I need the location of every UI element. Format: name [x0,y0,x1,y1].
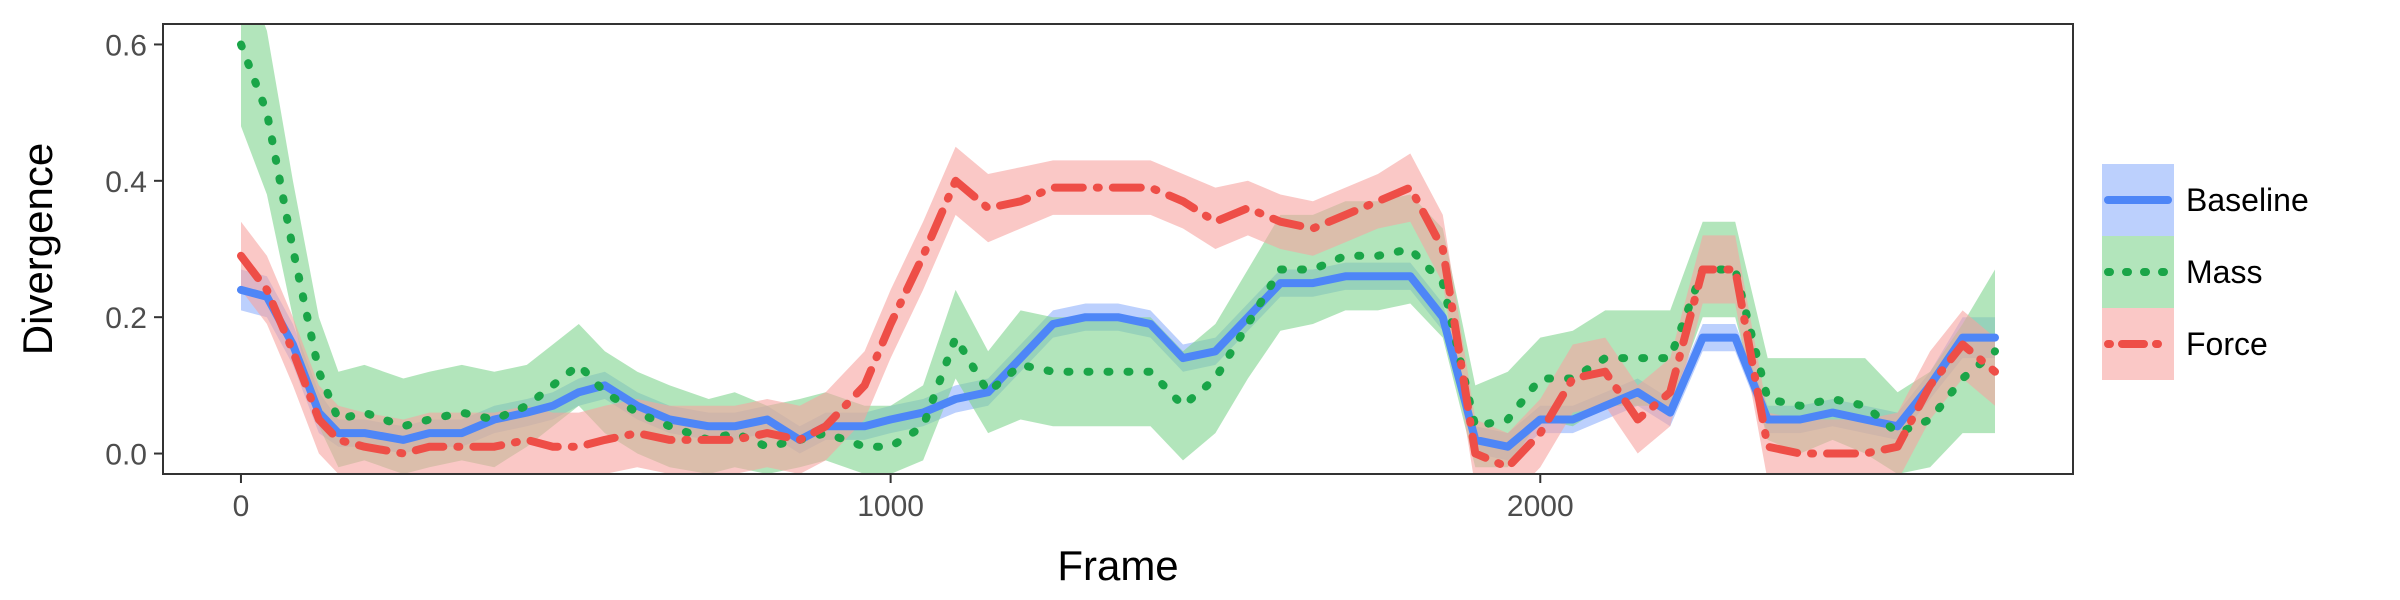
mass-line [237,40,1999,451]
series-lines [237,40,1999,472]
mass-series [237,40,1999,451]
x-tick-label: 0 [233,490,250,523]
legend: Baseline Mass Force [2102,164,2309,380]
plot-border [162,23,2074,475]
y-axis-title: Divergence [14,143,61,355]
legend-label-force: Force [2186,326,2268,362]
x-axis: 0 1000 2000 [233,474,1574,523]
x-tick-label: 2000 [1507,490,1574,523]
y-tick-label: 0.6 [105,29,147,62]
y-axis: 0.0 0.2 0.4 0.6 [105,29,163,472]
force-line [237,176,1999,472]
mass-confidence-band [241,24,1995,474]
force-series [237,176,1999,472]
legend-label-baseline: Baseline [2186,182,2309,218]
x-axis-title: Frame [1057,542,1178,589]
x-tick-label: 1000 [857,490,924,523]
force-confidence-band [241,146,1995,474]
y-tick-label: 0.2 [105,302,147,335]
legend-label-mass: Mass [2186,254,2262,290]
y-tick-label: 0.0 [105,439,147,472]
y-tick-label: 0.4 [105,166,147,199]
